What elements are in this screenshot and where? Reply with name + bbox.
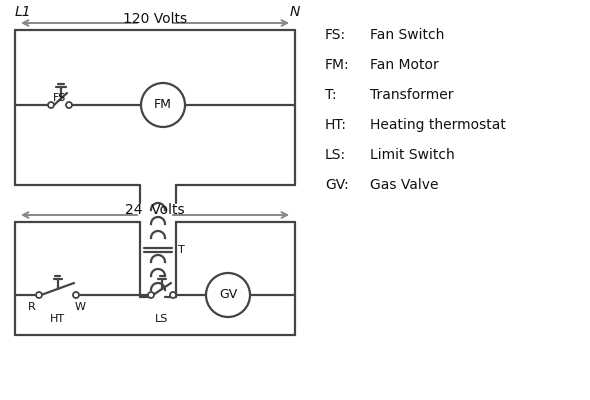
Text: HT:: HT: xyxy=(325,118,347,132)
Text: W: W xyxy=(74,302,86,312)
Circle shape xyxy=(148,292,154,298)
Text: 120 Volts: 120 Volts xyxy=(123,12,187,26)
Circle shape xyxy=(141,83,185,127)
Text: GV:: GV: xyxy=(325,178,349,192)
Text: T:: T: xyxy=(325,88,337,102)
Circle shape xyxy=(66,102,72,108)
Text: T: T xyxy=(178,245,185,255)
Circle shape xyxy=(206,273,250,317)
Text: HT: HT xyxy=(50,314,65,324)
Text: FM: FM xyxy=(154,98,172,112)
Circle shape xyxy=(48,102,54,108)
Text: Gas Valve: Gas Valve xyxy=(370,178,438,192)
Text: Transformer: Transformer xyxy=(370,88,454,102)
Text: N: N xyxy=(290,5,300,19)
Text: Limit Switch: Limit Switch xyxy=(370,148,455,162)
Circle shape xyxy=(73,292,79,298)
Text: FS: FS xyxy=(53,93,67,103)
Circle shape xyxy=(36,292,42,298)
Text: GV: GV xyxy=(219,288,237,302)
Text: LS:: LS: xyxy=(325,148,346,162)
Circle shape xyxy=(170,292,176,298)
Text: FS:: FS: xyxy=(325,28,346,42)
Text: LS: LS xyxy=(155,314,169,324)
Text: Heating thermostat: Heating thermostat xyxy=(370,118,506,132)
Text: Fan Switch: Fan Switch xyxy=(370,28,444,42)
Text: L1: L1 xyxy=(15,5,32,19)
Text: R: R xyxy=(28,302,36,312)
Text: Fan Motor: Fan Motor xyxy=(370,58,439,72)
Text: 24  Volts: 24 Volts xyxy=(125,203,185,217)
Text: FM:: FM: xyxy=(325,58,350,72)
